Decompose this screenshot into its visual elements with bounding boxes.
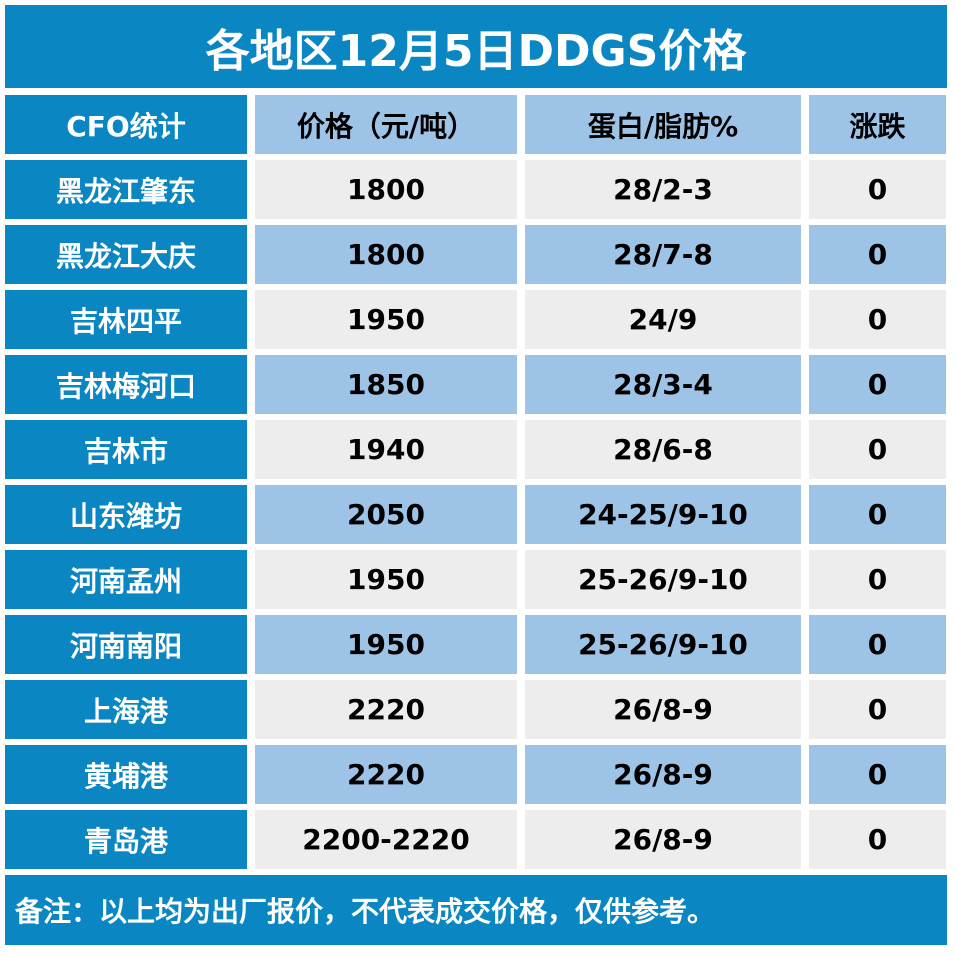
header-protein-fat: 蛋白/脂肪% xyxy=(525,95,801,154)
header-cfo-stat: CFO统计 xyxy=(5,95,247,154)
row-region: 黄埔港 xyxy=(5,745,247,804)
row-change: 0 xyxy=(809,420,946,479)
row-change: 0 xyxy=(809,225,946,284)
row-change: 0 xyxy=(809,550,946,609)
row-region: 吉林梅河口 xyxy=(5,355,247,414)
row-protein-fat: 26/8-9 xyxy=(525,680,801,739)
row-region: 河南南阳 xyxy=(5,615,247,674)
row-change: 0 xyxy=(809,160,946,219)
row-price: 1950 xyxy=(255,550,517,609)
row-change: 0 xyxy=(809,290,946,349)
row-price: 2050 xyxy=(255,485,517,544)
row-region: 青岛港 xyxy=(5,810,247,869)
row-price: 1940 xyxy=(255,420,517,479)
price-table: CFO统计 价格（元/吨） 蛋白/脂肪% 涨跌 黑龙江肇东 1800 28/2-… xyxy=(5,95,947,869)
row-change: 0 xyxy=(809,615,946,674)
row-protein-fat: 25-26/9-10 xyxy=(525,550,801,609)
table-title: 各地区12月5日DDGS价格 xyxy=(5,5,947,88)
row-protein-fat: 28/3-4 xyxy=(525,355,801,414)
row-region: 河南孟州 xyxy=(5,550,247,609)
row-region: 吉林四平 xyxy=(5,290,247,349)
row-protein-fat: 28/2-3 xyxy=(525,160,801,219)
row-region: 吉林市 xyxy=(5,420,247,479)
price-table-card: 各地区12月5日DDGS价格 CFO统计 价格（元/吨） 蛋白/脂肪% 涨跌 黑… xyxy=(5,5,947,945)
row-change: 0 xyxy=(809,680,946,739)
row-protein-fat: 28/6-8 xyxy=(525,420,801,479)
row-region: 黑龙江大庆 xyxy=(5,225,247,284)
footnote: 备注：以上均为出厂报价，不代表成交价格，仅供参考。 xyxy=(5,875,947,945)
row-price: 1800 xyxy=(255,160,517,219)
row-price: 1800 xyxy=(255,225,517,284)
header-change: 涨跌 xyxy=(809,95,946,154)
row-price: 2220 xyxy=(255,745,517,804)
row-price: 1850 xyxy=(255,355,517,414)
row-region: 山东潍坊 xyxy=(5,485,247,544)
row-price: 1950 xyxy=(255,290,517,349)
row-protein-fat: 26/8-9 xyxy=(525,745,801,804)
row-protein-fat: 28/7-8 xyxy=(525,225,801,284)
row-region: 上海港 xyxy=(5,680,247,739)
row-change: 0 xyxy=(809,485,946,544)
row-region: 黑龙江肇东 xyxy=(5,160,247,219)
row-change: 0 xyxy=(809,810,946,869)
row-protein-fat: 24-25/9-10 xyxy=(525,485,801,544)
row-change: 0 xyxy=(809,745,946,804)
row-protein-fat: 25-26/9-10 xyxy=(525,615,801,674)
row-protein-fat: 24/9 xyxy=(525,290,801,349)
row-price: 2220 xyxy=(255,680,517,739)
row-price: 2200-2220 xyxy=(255,810,517,869)
row-price: 1950 xyxy=(255,615,517,674)
row-change: 0 xyxy=(809,355,946,414)
row-protein-fat: 26/8-9 xyxy=(525,810,801,869)
header-price: 价格（元/吨） xyxy=(255,95,517,154)
